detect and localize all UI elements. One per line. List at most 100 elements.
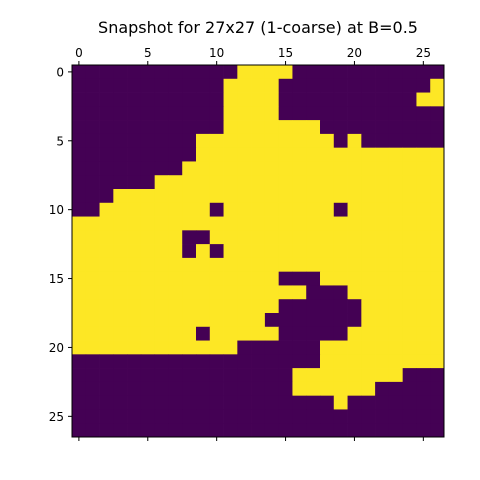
heatmap-cell xyxy=(223,147,238,162)
heatmap-cell xyxy=(140,161,156,176)
heatmap-cell xyxy=(237,423,252,438)
heatmap-cell xyxy=(154,381,169,397)
heatmap-cell xyxy=(430,423,445,438)
heatmap-cell xyxy=(416,78,431,93)
heatmap-cell xyxy=(168,354,183,369)
heatmap-cell xyxy=(264,271,280,286)
heatmap-cell xyxy=(375,92,390,107)
heatmap-cell xyxy=(306,381,321,397)
heatmap-cell xyxy=(85,313,100,328)
heatmap-cell xyxy=(402,326,417,341)
heatmap-cell xyxy=(388,271,404,286)
heatmap-cell xyxy=(264,313,280,328)
heatmap-cell xyxy=(85,189,100,204)
heatmap-cell xyxy=(292,161,307,176)
heatmap-cell xyxy=(223,271,238,286)
heatmap-cell xyxy=(168,202,183,217)
heatmap-cell xyxy=(320,92,335,107)
heatmap-cell xyxy=(140,271,156,286)
heatmap-cell xyxy=(72,189,87,204)
heatmap-cell xyxy=(251,106,266,121)
heatmap-cell xyxy=(402,65,417,80)
heatmap-cell xyxy=(251,423,266,438)
heatmap-cell xyxy=(292,326,307,341)
heatmap-cell xyxy=(237,120,252,135)
heatmap-cell xyxy=(223,409,238,424)
heatmap-cell xyxy=(375,340,390,355)
heatmap-cell xyxy=(292,395,307,410)
heatmap-cell xyxy=(292,175,307,190)
heatmap-cell xyxy=(237,216,252,231)
heatmap-cell xyxy=(72,354,87,369)
heatmap-cell xyxy=(154,354,169,369)
heatmap-cell xyxy=(113,147,128,162)
heatmap-cell xyxy=(416,354,431,369)
heatmap-cell xyxy=(430,285,445,300)
heatmap-cell xyxy=(182,423,197,438)
heatmap-cell xyxy=(85,257,100,273)
heatmap-cell xyxy=(154,92,169,107)
heatmap-cell xyxy=(264,120,280,135)
heatmap-cell xyxy=(182,409,197,424)
heatmap-cell xyxy=(196,313,211,328)
heatmap-cell xyxy=(168,65,183,80)
heatmap-cell xyxy=(127,92,142,107)
heatmap-cell xyxy=(333,395,348,410)
heatmap-cell xyxy=(264,78,280,93)
heatmap-cell xyxy=(333,78,348,93)
heatmap-cell xyxy=(237,189,252,204)
heatmap-cell xyxy=(416,313,431,328)
heatmap-cell xyxy=(278,92,293,107)
heatmap-cell xyxy=(168,133,183,149)
heatmap-cell xyxy=(375,65,390,80)
heatmap-cell xyxy=(99,257,114,273)
heatmap-cell xyxy=(209,230,224,245)
heatmap-cell xyxy=(320,326,335,341)
heatmap-cell xyxy=(209,202,224,217)
heatmap-cell xyxy=(375,161,390,176)
heatmap-cell xyxy=(85,409,100,424)
heatmap-cell xyxy=(154,189,169,204)
heatmap-cell xyxy=(223,216,238,231)
heatmap-cell xyxy=(99,78,114,93)
heatmap-cell xyxy=(361,189,376,204)
heatmap-cell xyxy=(85,120,100,135)
heatmap-cell xyxy=(292,244,307,259)
heatmap-cell xyxy=(223,368,238,383)
heatmap-cell xyxy=(140,423,156,438)
heatmap-cell xyxy=(306,354,321,369)
heatmap-cell xyxy=(416,423,431,438)
heatmap-cell xyxy=(388,65,404,80)
heatmap-cell xyxy=(278,395,293,410)
heatmap-cell xyxy=(196,340,211,355)
heatmap-cell xyxy=(237,92,252,107)
heatmap-cell xyxy=(320,78,335,93)
heatmap-cell xyxy=(402,244,417,259)
heatmap-cell xyxy=(278,381,293,397)
heatmap-cell xyxy=(320,285,335,300)
heatmap-cell xyxy=(292,368,307,383)
heatmap-cell xyxy=(127,340,142,355)
heatmap-cell xyxy=(72,230,87,245)
heatmap-cell xyxy=(127,78,142,93)
heatmap-cell xyxy=(306,230,321,245)
heatmap-cell xyxy=(333,147,348,162)
heatmap-cell xyxy=(113,285,128,300)
heatmap-cell xyxy=(264,423,280,438)
heatmap-cell xyxy=(223,65,238,80)
heatmap-cell xyxy=(388,189,404,204)
heatmap-cell xyxy=(333,202,348,217)
heatmap-cell xyxy=(251,244,266,259)
heatmap-cell xyxy=(196,381,211,397)
heatmap-cell xyxy=(182,354,197,369)
y-tick-label: 5 xyxy=(56,134,64,148)
heatmap-cell xyxy=(292,92,307,107)
heatmap-cell xyxy=(127,326,142,341)
heatmap-cell xyxy=(85,147,100,162)
heatmap-cell xyxy=(306,368,321,383)
heatmap-cell xyxy=(99,216,114,231)
heatmap-cell xyxy=(416,106,431,121)
heatmap-cell xyxy=(237,381,252,397)
heatmap-cell xyxy=(347,244,362,259)
heatmap-cell xyxy=(347,271,362,286)
